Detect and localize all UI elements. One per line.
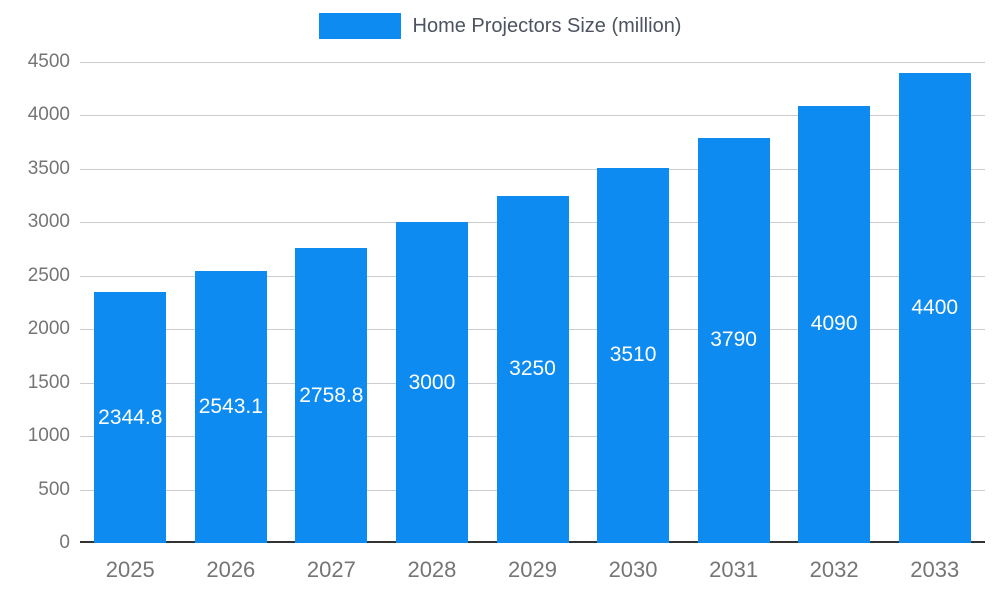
x-tick-label: 2027	[306, 557, 356, 582]
bar-value-label: 3510	[609, 343, 657, 367]
y-tick-label: 4500	[27, 51, 70, 72]
y-tick-label: 3500	[27, 157, 70, 179]
bar-value-label: 4090	[810, 312, 858, 336]
bar-value-label: 4400	[911, 295, 959, 319]
x-tick-label: 2031	[709, 557, 759, 582]
x-tick-label: 2029	[508, 557, 557, 582]
bar-2027[interactable]: 2758.8	[295, 248, 368, 543]
y-tick-label: 1500	[27, 371, 70, 393]
bar-2031[interactable]: 3790	[697, 137, 770, 543]
y-gridline	[80, 62, 985, 63]
x-tick-label: 2028	[407, 557, 457, 582]
x-tick-label: 2033	[910, 557, 960, 582]
bar-2029[interactable]: 3250	[496, 195, 569, 543]
x-tick-label: 2032	[809, 557, 859, 582]
bar-2028[interactable]: 3000	[395, 222, 468, 543]
bar-2030[interactable]: 3510	[597, 167, 670, 543]
y-tick-label: 3000	[27, 211, 70, 233]
y-gridline	[80, 168, 985, 170]
x-tick-label: 2030	[608, 557, 658, 582]
bar-value-label: 2543.1	[198, 395, 263, 419]
legend-series-label: Home Projectors Size (million)	[412, 14, 682, 37]
y-tick-label: 1000	[27, 425, 70, 447]
y-gridline	[80, 115, 985, 117]
plot-area: 0 500 1000 1500 2000 2500 3000 3500 4000 4500 2344…	[28, 51, 985, 582]
x-tick-label: 2025	[105, 557, 155, 582]
bar-2026[interactable]: 2543.1	[194, 271, 267, 543]
bar-2025[interactable]: 2344.8	[94, 292, 167, 543]
y-tick-label: 4000	[27, 104, 70, 126]
bar-value-label: 3250	[509, 357, 556, 381]
y-tick-label: 2500	[27, 264, 70, 286]
bar-value-label: 2758.8	[299, 383, 364, 407]
x-tick-label: 2026	[206, 557, 256, 582]
chart-legend: Home Projectors Size (million)	[0, 13, 1000, 39]
bar-2032[interactable]: 4090	[798, 105, 871, 543]
y-tick-label: 0	[59, 532, 70, 553]
legend-swatch-icon	[318, 13, 401, 39]
bar-value-label: 2344.8	[98, 405, 163, 429]
y-tick-label: 500	[38, 478, 70, 500]
y-tick-label: 2000	[27, 318, 70, 340]
bar-value-label: 3000	[408, 370, 456, 394]
bar-value-label: 3790	[710, 328, 757, 352]
bar-2033[interactable]: 4400	[898, 72, 971, 543]
